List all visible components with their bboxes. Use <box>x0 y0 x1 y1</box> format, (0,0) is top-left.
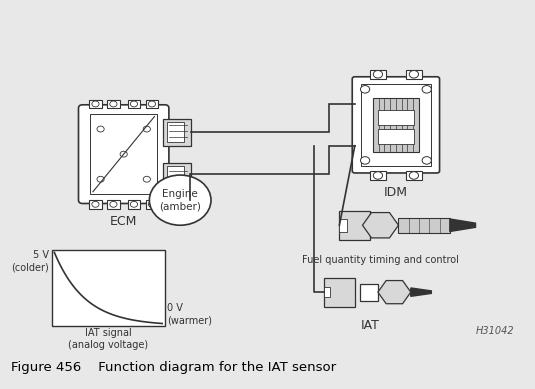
Circle shape <box>97 176 104 182</box>
Circle shape <box>373 172 383 179</box>
Text: IDM: IDM <box>384 186 408 198</box>
Circle shape <box>143 176 150 182</box>
Bar <box>90 114 157 194</box>
Circle shape <box>92 202 99 207</box>
Bar <box>163 163 192 186</box>
Circle shape <box>373 70 383 78</box>
Circle shape <box>143 126 150 132</box>
Circle shape <box>409 172 418 179</box>
Bar <box>360 284 378 300</box>
Bar <box>399 218 450 233</box>
Polygon shape <box>450 219 476 231</box>
Bar <box>361 84 431 166</box>
Bar <box>107 200 120 209</box>
Polygon shape <box>411 288 431 296</box>
FancyBboxPatch shape <box>352 77 440 173</box>
Bar <box>339 219 347 231</box>
Circle shape <box>97 126 104 132</box>
Bar <box>128 200 140 209</box>
Text: 5 V
(colder): 5 V (colder) <box>11 251 49 273</box>
Bar <box>378 110 414 125</box>
Text: H31042: H31042 <box>476 326 514 336</box>
Bar <box>167 166 184 182</box>
Text: ECM: ECM <box>110 215 137 228</box>
Bar <box>128 100 140 108</box>
Circle shape <box>120 151 127 157</box>
Bar <box>406 171 422 180</box>
Text: Figure 456    Function diagram for the IAT sensor: Figure 456 Function diagram for the IAT … <box>11 361 336 374</box>
Polygon shape <box>363 212 399 238</box>
Circle shape <box>409 70 418 78</box>
Bar <box>89 200 102 209</box>
Text: Fuel quantity timing and control: Fuel quantity timing and control <box>302 254 459 265</box>
Text: IAT: IAT <box>361 319 380 332</box>
FancyBboxPatch shape <box>79 105 169 203</box>
Circle shape <box>131 101 137 107</box>
Bar <box>370 70 386 79</box>
Text: IAT signal
(analog voltage): IAT signal (analog voltage) <box>68 328 148 350</box>
Circle shape <box>148 202 156 207</box>
Circle shape <box>422 157 431 164</box>
Bar <box>339 210 370 240</box>
Bar <box>52 251 165 326</box>
Bar <box>378 129 414 144</box>
Bar <box>324 287 330 297</box>
Circle shape <box>92 101 99 107</box>
Circle shape <box>370 217 391 233</box>
Bar <box>324 277 355 307</box>
Bar <box>406 70 422 79</box>
Circle shape <box>131 202 137 207</box>
Text: Engine
(amber): Engine (amber) <box>159 189 201 212</box>
Circle shape <box>361 157 370 164</box>
Circle shape <box>422 86 431 93</box>
Bar <box>370 171 386 180</box>
Bar <box>146 100 158 108</box>
Bar <box>167 122 184 142</box>
Circle shape <box>148 101 156 107</box>
Bar <box>146 200 158 209</box>
Circle shape <box>110 101 117 107</box>
Bar <box>373 98 419 152</box>
Bar <box>89 100 102 108</box>
Polygon shape <box>378 280 411 304</box>
Circle shape <box>110 202 117 207</box>
Bar <box>163 119 192 146</box>
Text: 0 V
(warmer): 0 V (warmer) <box>167 303 212 326</box>
Circle shape <box>149 175 211 225</box>
Circle shape <box>361 86 370 93</box>
Bar <box>107 100 120 108</box>
